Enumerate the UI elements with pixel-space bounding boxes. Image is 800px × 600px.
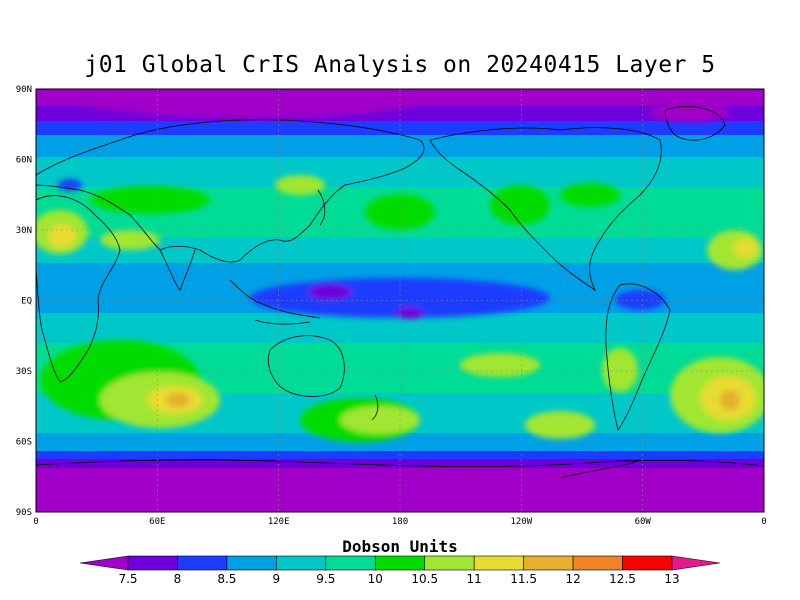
lon-label: 120E	[268, 517, 290, 527]
colorbar-tick-label: 10.5	[411, 572, 438, 586]
lon-label: 180	[392, 517, 408, 527]
lon-label: 0	[33, 517, 38, 527]
map-grid	[36, 89, 764, 512]
colorbar-segment	[325, 555, 376, 571]
colorbar-segment	[226, 555, 277, 571]
colorbar-tick-label: 7.5	[118, 572, 137, 586]
colorbar-segment	[79, 555, 129, 571]
lat-label: EQ	[21, 297, 32, 307]
lat-label: 60N	[16, 156, 32, 166]
colorbar-segment	[177, 555, 228, 571]
map-title: j01 Global CrIS Analysis on 20240415 Lay…	[84, 52, 716, 78]
colorbar-segment	[622, 555, 673, 571]
colorbar-tick-label: 12.5	[609, 572, 636, 586]
colorbar-tick-label: 12	[565, 572, 580, 586]
colorbar: 7.5 8 8.5 9 9.5 10 10.5 11 11.5 12 12.5 13	[79, 555, 721, 586]
colorbar-segment	[671, 555, 721, 571]
lon-label: 60E	[149, 517, 165, 527]
colorbar-tick-label: 9	[273, 572, 281, 586]
colorbar-title: Dobson Units	[342, 537, 458, 556]
longitude-labels: 0 60E 120E 180 120W 60W 0	[33, 517, 766, 527]
lat-label: 30N	[16, 226, 32, 236]
lat-label: 30S	[16, 367, 32, 377]
latitude-labels: 90N 60N 30N EQ 30S 60S 90S	[16, 85, 32, 518]
lon-label: 60W	[635, 517, 652, 527]
colorbar-segment	[424, 555, 475, 571]
colorbar-segment	[276, 555, 327, 571]
colorbar-tick-label: 9.5	[316, 572, 335, 586]
lat-label: 60S	[16, 438, 32, 448]
coastlines	[36, 106, 764, 479]
colorbar-segment	[523, 555, 574, 571]
colorbar-tick-label: 11	[467, 572, 482, 586]
lon-label: 0	[761, 517, 766, 527]
colorbar-tick-label: 8	[174, 572, 182, 586]
colorbar-segment	[572, 555, 623, 571]
colorbar-tick-label: 13	[664, 572, 679, 586]
colorbar-segment	[127, 555, 178, 571]
lat-label: 90S	[16, 508, 32, 518]
map-frame	[35, 88, 765, 513]
lon-label: 120W	[510, 517, 532, 527]
colorbar-tick-label: 8.5	[217, 572, 236, 586]
colorbar-segment	[473, 555, 524, 571]
lat-label: 90N	[16, 85, 32, 95]
ozone-field	[36, 89, 764, 512]
colorbar-tick-label: 11.5	[510, 572, 537, 586]
colorbar-segment	[374, 555, 426, 571]
colorbar-tick-label: 10	[368, 572, 383, 586]
